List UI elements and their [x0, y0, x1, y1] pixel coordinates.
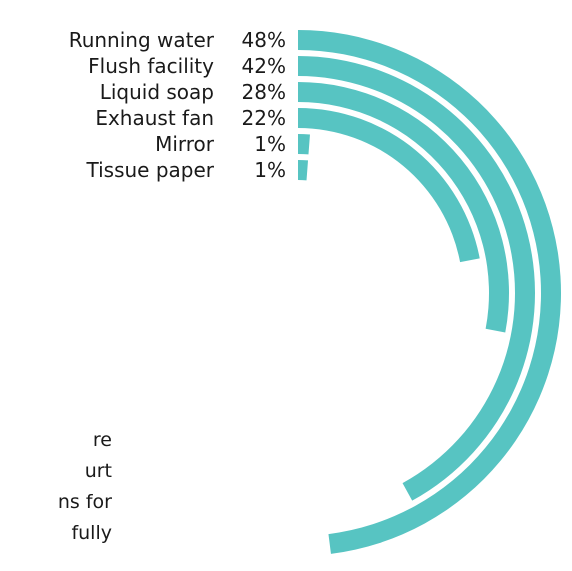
value-label: 42% [242, 54, 286, 78]
category-label: Mirror [155, 132, 215, 156]
value-label: 28% [242, 80, 286, 104]
category-label: Tissue paper [85, 158, 214, 182]
bar-liquid-soap [298, 82, 510, 333]
value-label: 22% [242, 106, 286, 130]
labels-group: 48% Running water 42% Flush facility 28% Liqu… [69, 28, 286, 182]
body-text-fragment: re urt ns for fully [0, 425, 112, 549]
category-label: Liquid soap [100, 80, 214, 104]
category-label: Flush facility [88, 54, 214, 78]
value-label: 48% [242, 28, 286, 52]
bar-exhaust-fan [298, 108, 480, 263]
category-label: Running water [69, 28, 215, 52]
body-text-line: re [92, 429, 112, 451]
value-label: 1% [254, 158, 286, 182]
body-text-line: urt [84, 460, 112, 482]
bars-group [298, 30, 562, 554]
bar-mirror [298, 134, 310, 155]
category-label: Exhaust fan [95, 106, 214, 130]
body-text-line: fully [71, 522, 112, 544]
body-text-line: ns for [57, 491, 112, 513]
value-label: 1% [254, 132, 286, 156]
bar-tissue-paper [298, 160, 309, 181]
bar-flush-facility [298, 56, 535, 501]
